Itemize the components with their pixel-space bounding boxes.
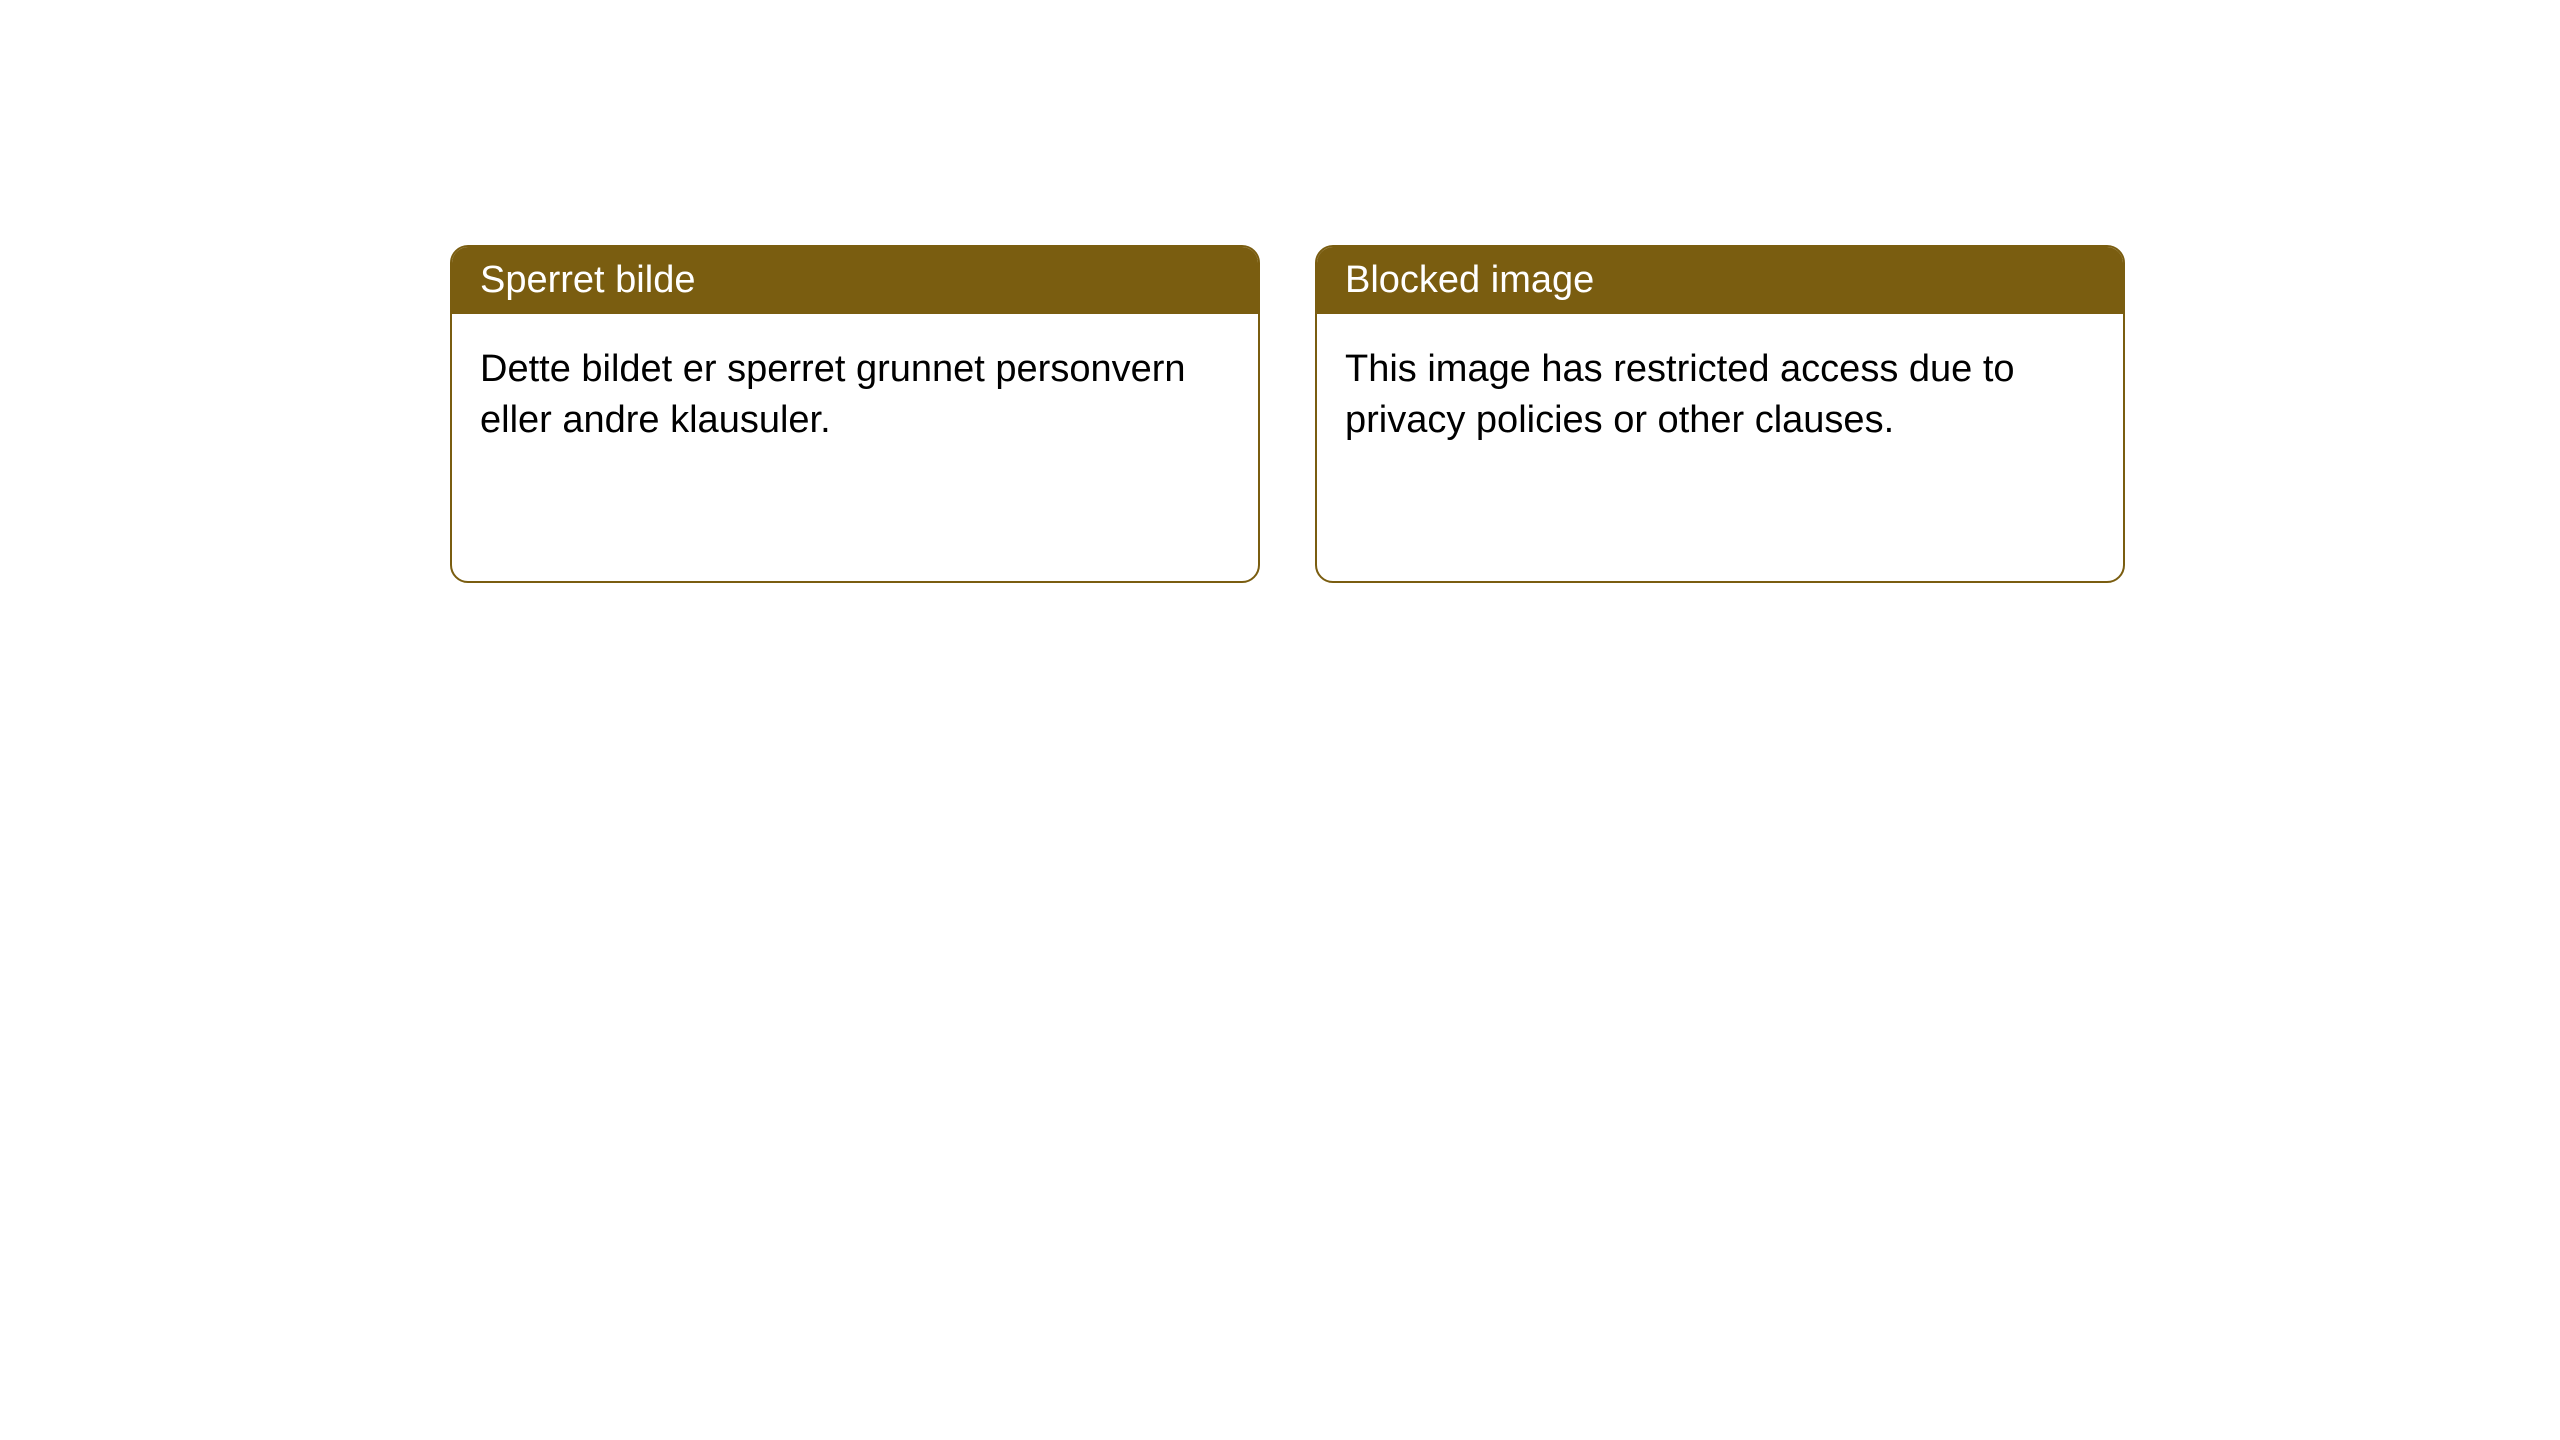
card-title: Blocked image — [1345, 259, 1594, 301]
card-body: Dette bildet er sperret grunnet personve… — [452, 314, 1258, 477]
card-header: Sperret bilde — [452, 247, 1258, 314]
card-header: Blocked image — [1317, 247, 2123, 314]
card-title: Sperret bilde — [480, 259, 695, 301]
card-body: This image has restricted access due to … — [1317, 314, 2123, 477]
card-message: Dette bildet er sperret grunnet personve… — [480, 348, 1186, 441]
card-message: This image has restricted access due to … — [1345, 348, 2015, 441]
notice-card-norwegian: Sperret bilde Dette bildet er sperret gr… — [450, 245, 1260, 583]
notice-container: Sperret bilde Dette bildet er sperret gr… — [0, 0, 2560, 583]
notice-card-english: Blocked image This image has restricted … — [1315, 245, 2125, 583]
